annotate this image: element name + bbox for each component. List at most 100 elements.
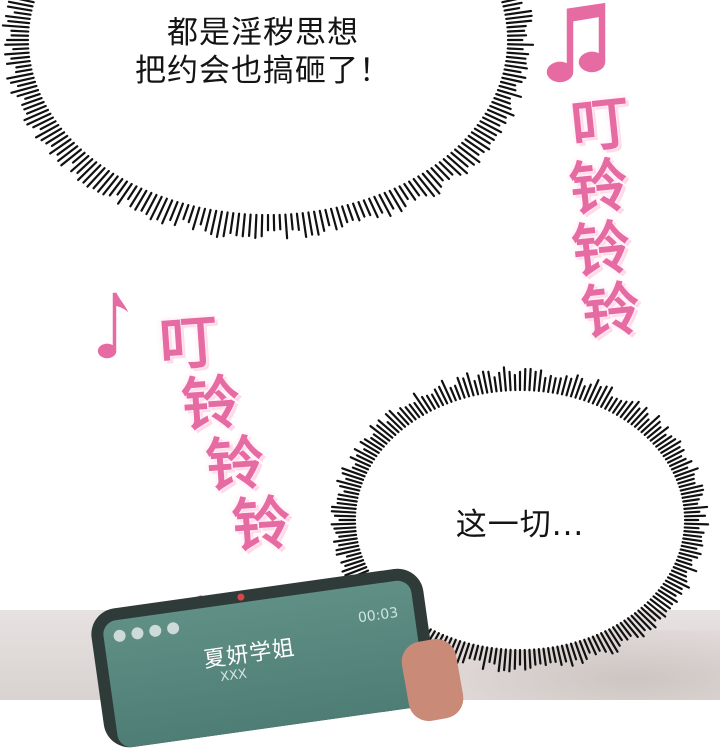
bubble-spike: [25, 94, 40, 99]
bubble-spike: [11, 57, 29, 59]
bubble-spike: [46, 132, 64, 143]
bubble-spike: [507, 26, 525, 27]
bubble-spike: [529, 369, 530, 390]
bubble-spike: [236, 214, 239, 236]
bubble-spike: [11, 31, 28, 32]
sfx-char: 铃: [230, 495, 238, 557]
bubble-spike: [339, 542, 357, 545]
bubble-spike: [504, 74, 526, 78]
bubble-spike: [338, 503, 356, 505]
bubble-spike: [505, 65, 526, 68]
bubble-spike: [348, 205, 353, 220]
bubble-spike: [18, 82, 35, 86]
bubble-spike: [508, 48, 523, 49]
bubble-spike: [118, 184, 132, 204]
bubble-spike: [490, 106, 513, 115]
bubble-spike: [183, 205, 188, 219]
bubble-spike: [339, 495, 358, 498]
bubble-spike: [243, 214, 245, 236]
bubble-spike: [499, 649, 502, 671]
bubble-spike: [508, 31, 524, 32]
bubble-spike: [308, 213, 312, 235]
bubble-spike: [507, 21, 531, 23]
bubble-spike: [685, 512, 700, 513]
bubble-spike: [7, 61, 30, 64]
bubble-spike: [505, 8, 520, 10]
bubble-spike: [648, 427, 661, 437]
bubble-spike: [682, 546, 697, 549]
bubble-spike: [347, 553, 360, 557]
bubble-spike: [400, 408, 412, 422]
bubble-spike: [507, 53, 528, 55]
bubble-spike: [351, 457, 370, 466]
bubble-spike: [332, 524, 355, 525]
bubble-spike: [71, 156, 88, 171]
bubble-spike: [683, 499, 698, 501]
bubble-spike: [249, 215, 251, 236]
bubble-spike: [6, 16, 30, 19]
bubble-spike: [5, 44, 28, 45]
bubble-spike: [211, 211, 216, 234]
bubble-spike: [320, 211, 324, 231]
dialogue-line: 都是淫秽思想: [118, 14, 408, 52]
bubble-spike: [13, 48, 28, 49]
bubble-spike: [8, 21, 29, 23]
bubble-spike: [504, 3, 522, 7]
bubble-spike: [480, 647, 483, 660]
bubble-spike: [94, 171, 109, 188]
caller-name: 夏妍学姐: [201, 630, 297, 674]
sfx-char: 铃: [204, 434, 234, 498]
bubble-spike: [505, 11, 531, 15]
bubble-spike: [15, 12, 31, 14]
bubble-spike: [285, 215, 287, 239]
bubble-spike: [478, 375, 482, 393]
bubble-spike: [27, 114, 50, 125]
bubble-spike: [557, 647, 561, 665]
speech-bubble-top-text: 都是淫秽思想 把约会也搞砸了！: [118, 14, 408, 90]
bubble-spike: [478, 125, 496, 135]
bubble-spike: [332, 511, 355, 512]
bubble-spike: [509, 650, 510, 672]
bubble-spike: [481, 121, 502, 132]
bubble-spike: [684, 504, 697, 506]
bubble-spike: [224, 213, 228, 237]
bubble-spike: [548, 648, 550, 662]
status-icon: [113, 629, 127, 643]
bubble-spike: [334, 539, 357, 542]
bubble-spike: [500, 86, 516, 90]
bubble-spike: [414, 179, 426, 195]
bubble-spike: [16, 65, 30, 67]
bubble-spike: [451, 388, 456, 400]
bubble-spike: [314, 212, 318, 235]
sfx-char: 铃: [558, 153, 640, 223]
bubble-spike: [201, 209, 205, 225]
bubble-spike: [483, 647, 487, 669]
bubble-spike: [364, 200, 370, 215]
bubble-spike: [332, 507, 356, 509]
bubble-spike: [189, 206, 194, 222]
bubble-spike: [390, 191, 402, 211]
bubble-spike: [504, 650, 506, 671]
bubble-spike: [617, 625, 627, 639]
bubble-spike: [534, 650, 535, 665]
bubble-spike: [666, 450, 684, 459]
bubble-spike: [353, 204, 359, 221]
bubble-spike: [543, 649, 545, 665]
bubble-spike: [684, 507, 707, 509]
bubble-spike: [529, 650, 530, 668]
bubble-spike: [601, 633, 612, 653]
bubble-spike: [474, 646, 478, 660]
bubble-spike: [489, 648, 491, 662]
bubble-spike: [601, 388, 612, 407]
bubble-spike: [230, 213, 233, 233]
bubble-spike: [525, 369, 526, 390]
bubble-spike: [339, 535, 356, 537]
dialogue-line: 这一切...: [420, 506, 620, 544]
bubble-spike: [344, 491, 358, 494]
bubble-spike: [562, 646, 566, 662]
status-bar-icons: [113, 622, 180, 643]
bubble-spike: [684, 535, 701, 537]
bubble-spike: [475, 129, 494, 140]
bubble-spike: [539, 371, 541, 391]
bubble-spike: [678, 557, 691, 561]
